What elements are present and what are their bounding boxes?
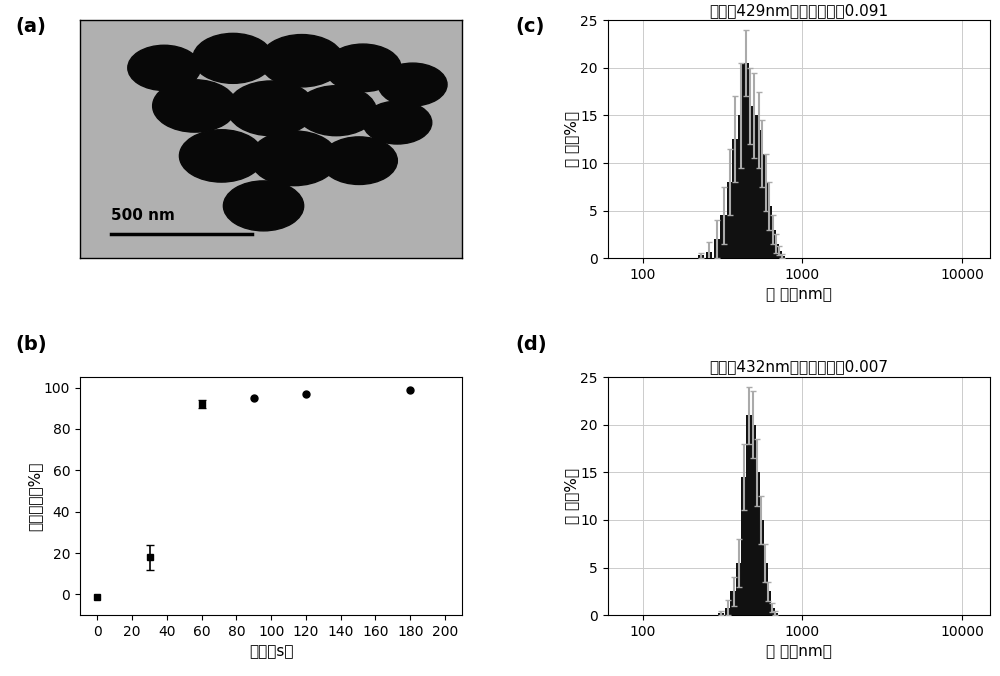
Bar	[725, 608, 731, 615]
Title: 直径：429nm；分散系数：0.091: 直径：429nm；分散系数：0.091	[709, 3, 888, 18]
Bar	[747, 106, 753, 258]
Bar	[751, 116, 758, 258]
Bar	[765, 592, 771, 615]
Bar	[746, 415, 752, 615]
Bar	[772, 613, 778, 615]
Bar	[769, 230, 776, 258]
Circle shape	[296, 86, 376, 136]
Bar	[698, 256, 704, 258]
Circle shape	[363, 101, 432, 144]
X-axis label: 时间（s）: 时间（s）	[249, 644, 293, 659]
Bar	[738, 116, 744, 258]
Bar	[768, 608, 775, 615]
Bar	[730, 592, 737, 615]
X-axis label: 直 径（nm）: 直 径（nm）	[766, 287, 832, 302]
Bar	[750, 425, 756, 615]
Bar	[754, 473, 760, 615]
Circle shape	[250, 131, 338, 186]
Bar	[742, 63, 749, 258]
Circle shape	[223, 181, 304, 231]
Text: (c): (c)	[515, 17, 544, 36]
Circle shape	[128, 45, 200, 91]
Circle shape	[378, 63, 447, 106]
Circle shape	[321, 137, 397, 185]
Bar	[714, 239, 720, 258]
Text: (a): (a)	[15, 17, 46, 36]
Circle shape	[179, 130, 264, 182]
Circle shape	[260, 34, 344, 87]
Bar	[766, 206, 772, 258]
Bar	[720, 216, 727, 258]
Bar	[778, 256, 785, 258]
Bar	[741, 477, 747, 615]
Bar	[736, 563, 742, 615]
Circle shape	[193, 33, 273, 83]
Bar	[773, 244, 779, 258]
Circle shape	[227, 81, 315, 136]
Circle shape	[153, 80, 237, 132]
Circle shape	[325, 44, 401, 92]
Bar	[759, 153, 765, 258]
Bar	[776, 251, 782, 258]
Title: 直径：432nm；分散系数：0.007: 直径：432nm；分散系数：0.007	[709, 360, 888, 375]
Bar	[755, 130, 762, 258]
Y-axis label: 捕获效率（%）: 捕获效率（%）	[28, 462, 43, 531]
Bar	[706, 251, 712, 258]
Bar	[732, 139, 739, 258]
Text: (d): (d)	[515, 335, 547, 354]
Bar	[758, 520, 764, 615]
Bar	[763, 182, 769, 258]
Text: (b): (b)	[15, 335, 47, 354]
Y-axis label: 浓 度（%）: 浓 度（%）	[564, 112, 579, 167]
Y-axis label: 浓 度（%）: 浓 度（%）	[564, 468, 579, 524]
X-axis label: 直 径（nm）: 直 径（nm）	[766, 644, 832, 659]
Bar	[718, 613, 724, 615]
Bar	[727, 182, 733, 258]
Bar	[762, 563, 768, 615]
Text: 500 nm: 500 nm	[111, 208, 174, 223]
